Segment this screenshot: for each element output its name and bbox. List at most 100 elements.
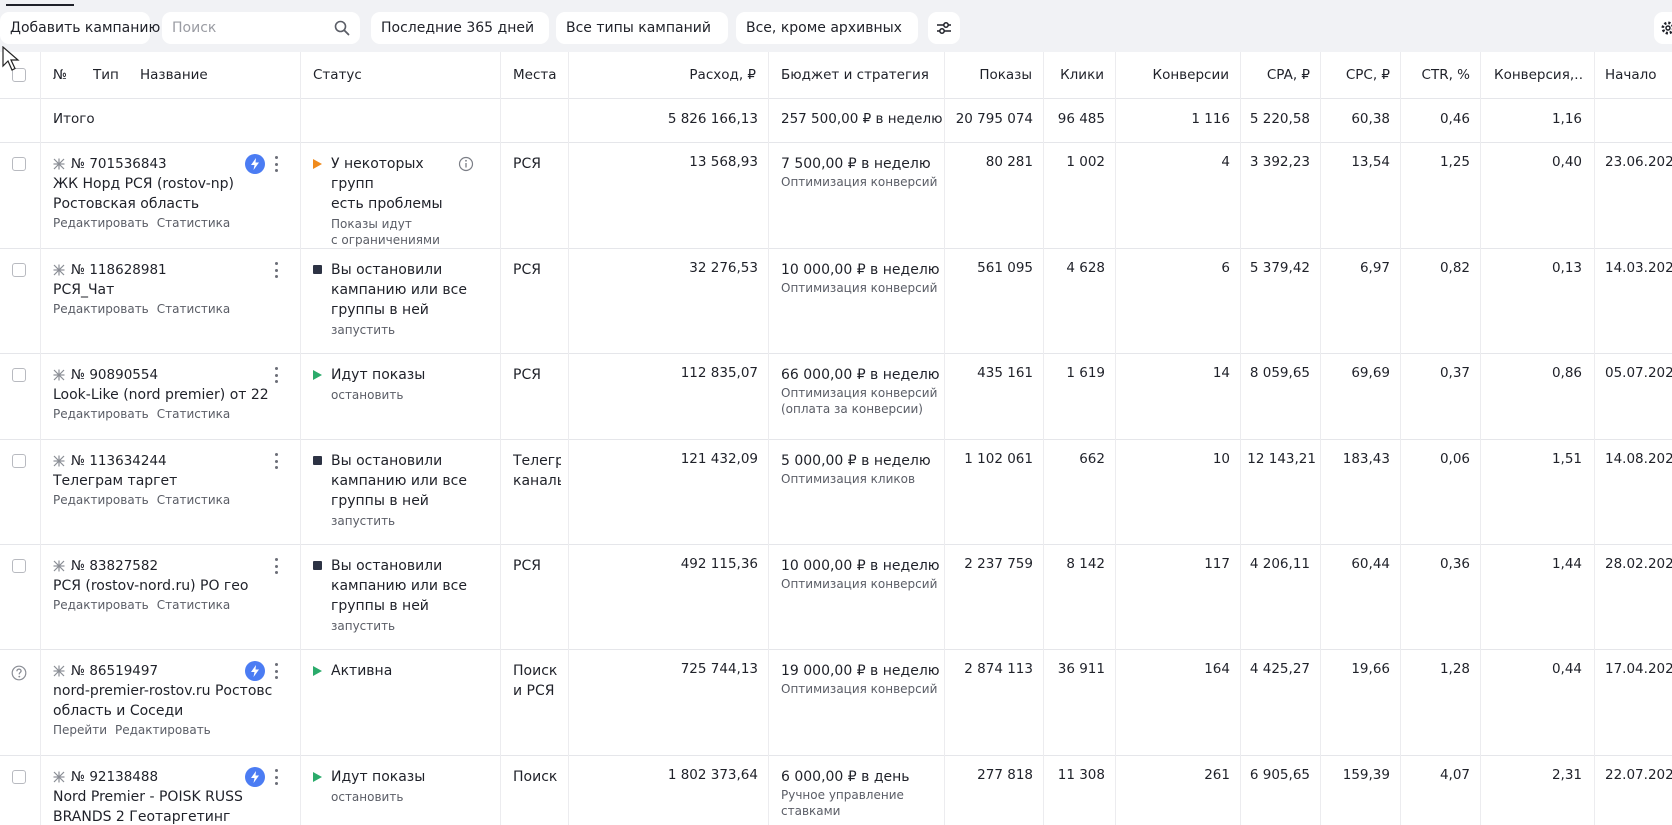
row-checkbox[interactable] bbox=[12, 157, 26, 171]
table-row[interactable]: № 701536843 ЖК Норд РСЯ (rostov-np) Рост… bbox=[0, 142, 1672, 249]
budget-cell[interactable]: 6 000,00 ₽ в день Ручное управление став… bbox=[781, 755, 946, 825]
more-options-icon[interactable] bbox=[274, 769, 278, 785]
statistics-link[interactable]: Статистика bbox=[156, 407, 231, 421]
start-link[interactable]: запустить bbox=[331, 514, 396, 528]
more-options-icon[interactable] bbox=[274, 663, 278, 679]
add-campaign-button[interactable]: Добавить кампанию bbox=[0, 12, 160, 44]
budget-cell[interactable]: 10 000,00 ₽ в неделю Оптимизация конверс… bbox=[781, 544, 946, 592]
help-icon[interactable] bbox=[11, 665, 27, 681]
totals-spend: 5 826 166,13 bbox=[667, 111, 758, 127]
campaign-title-line[interactable]: Ростовская область bbox=[53, 196, 200, 212]
select-all-cell bbox=[12, 52, 32, 98]
strategy-text: ставками bbox=[781, 804, 841, 818]
table-row[interactable]: № 90890554 Look-Like (nord premier) от 2… bbox=[0, 353, 1672, 440]
column-impressions[interactable]: Показы bbox=[979, 67, 1032, 83]
column-start[interactable]: Начало bbox=[1605, 67, 1657, 83]
conversion-rate-cell: 1,44 bbox=[1551, 556, 1582, 572]
campaign-title-line[interactable]: BRANDS 2 Геотаргетинг bbox=[53, 809, 231, 825]
start-date-cell: 28.02.2023 bbox=[1605, 556, 1672, 572]
start-date-cell: 14.03.2025 bbox=[1605, 260, 1672, 276]
column-status[interactable]: Статус bbox=[313, 67, 362, 83]
column-cpc[interactable]: CPC, ₽ bbox=[1345, 67, 1390, 83]
campaign-title-line[interactable]: Look-Like (nord premier) от 22.02 bbox=[53, 387, 268, 403]
archive-filter-dropdown[interactable]: Все, кроме архивных bbox=[736, 12, 918, 44]
column-cpa[interactable]: CPA, ₽ bbox=[1266, 67, 1310, 83]
budget-cell[interactable]: 19 000,00 ₽ в неделю Оптимизация конверс… bbox=[781, 649, 946, 697]
period-dropdown[interactable]: Последние 365 дней bbox=[371, 12, 549, 44]
statistics-link[interactable]: Статистика bbox=[156, 598, 231, 612]
table-row[interactable]: № 83827582 РСЯ (rostov-nord.ru) РО гео Р… bbox=[0, 544, 1672, 650]
status-cell: Активна bbox=[313, 649, 478, 681]
statistics-link[interactable]: Статистика bbox=[156, 493, 231, 507]
lightning-icon[interactable] bbox=[245, 661, 265, 681]
more-options-icon[interactable] bbox=[274, 453, 278, 469]
campaign-title-line[interactable]: область и Соседи bbox=[53, 703, 184, 719]
statistics-link[interactable]: Статистика bbox=[156, 302, 231, 316]
start-link[interactable]: запустить bbox=[331, 619, 396, 633]
column-budget[interactable]: Бюджет и стратегия bbox=[781, 67, 929, 83]
statistics-link[interactable]: Статистика bbox=[156, 216, 231, 230]
table-row[interactable]: № 86519497 nord-premier-rostov.ru Ростов… bbox=[0, 649, 1672, 756]
more-options-icon[interactable] bbox=[274, 558, 278, 574]
totals-clicks: 96 485 bbox=[1057, 111, 1105, 127]
column-places[interactable]: Места bbox=[513, 67, 557, 83]
filter-settings-button[interactable] bbox=[928, 12, 960, 44]
campaign-title-line[interactable]: РСЯ_Чат bbox=[53, 282, 115, 298]
edit-link[interactable]: Редактировать bbox=[53, 302, 149, 316]
campaign-title-line[interactable]: РСЯ (rostov-nord.ru) РО гео bbox=[53, 578, 249, 594]
edit-link[interactable]: Редактировать bbox=[115, 723, 211, 737]
campaign-title-line[interactable]: Nord Premier - POISK RUSSIA bbox=[53, 789, 243, 805]
campaign-info: № 90890554 Look-Like (nord premier) от 2… bbox=[53, 353, 268, 421]
stop-link[interactable]: остановить bbox=[331, 790, 404, 804]
column-ctr[interactable]: CTR, % bbox=[1421, 67, 1470, 83]
campaign-title-line[interactable]: ЖК Норд РСЯ (rostov-np) bbox=[53, 176, 234, 192]
lightning-icon[interactable] bbox=[245, 767, 265, 787]
conversion-rate-cell: 0,13 bbox=[1551, 260, 1582, 276]
conversion-rate-cell: 0,40 bbox=[1551, 154, 1582, 170]
conversion-rate-cell: 0,86 bbox=[1551, 365, 1582, 381]
go-to-link[interactable]: Перейти bbox=[53, 723, 107, 737]
row-checkbox[interactable] bbox=[12, 454, 26, 468]
budget-cell[interactable]: 7 500,00 ₽ в неделю Оптимизация конверси… bbox=[781, 142, 946, 190]
stop-link[interactable]: остановить bbox=[331, 388, 404, 402]
edit-link[interactable]: Редактировать bbox=[53, 216, 149, 230]
column-number[interactable]: № bbox=[53, 67, 68, 83]
table-row[interactable]: № 113634244 Телеграм таргет Редактироват… bbox=[0, 439, 1672, 545]
select-all-checkbox[interactable] bbox=[12, 68, 26, 82]
row-checkbox[interactable] bbox=[12, 368, 26, 382]
edit-link[interactable]: Редактировать bbox=[53, 493, 149, 507]
table-settings-button[interactable] bbox=[1654, 12, 1672, 44]
budget-cell[interactable]: 10 000,00 ₽ в неделю Оптимизация конверс… bbox=[781, 248, 946, 296]
column-name[interactable]: Название bbox=[140, 67, 208, 83]
more-options-icon[interactable] bbox=[274, 367, 278, 383]
campaign-info: № 113634244 Телеграм таргет Редактироват… bbox=[53, 439, 243, 507]
edit-link[interactable]: Редактировать bbox=[53, 407, 149, 421]
more-options-icon[interactable] bbox=[274, 262, 278, 278]
lightning-icon[interactable] bbox=[245, 154, 265, 174]
column-spend[interactable]: Расход, ₽ bbox=[689, 67, 756, 83]
column-conversions[interactable]: Конверсии bbox=[1152, 67, 1229, 83]
budget-cell[interactable]: 5 000,00 ₽ в неделю Оптимизация кликов bbox=[781, 439, 946, 487]
campaign-info: № 118628981 РСЯ_Чат Редактировать Статист… bbox=[53, 248, 243, 316]
search-input[interactable]: Поиск bbox=[162, 12, 360, 44]
table-row[interactable]: № 92138488 Nord Premier - POISK RUSSIA B… bbox=[0, 755, 1672, 825]
edit-link[interactable]: Редактировать bbox=[53, 598, 149, 612]
search-icon[interactable] bbox=[334, 20, 350, 36]
table-row[interactable]: № 118628981 РСЯ_Чат Редактировать Статист… bbox=[0, 248, 1672, 354]
info-icon[interactable] bbox=[458, 156, 474, 172]
campaign-types-dropdown[interactable]: Все типы кампаний bbox=[556, 12, 728, 44]
impressions-cell: 277 818 bbox=[977, 767, 1033, 783]
row-checkbox[interactable] bbox=[12, 559, 26, 573]
start-link[interactable]: запустить bbox=[331, 323, 396, 337]
column-conversion-rate[interactable]: Конверсия,… bbox=[1494, 67, 1584, 83]
more-options-icon[interactable] bbox=[274, 156, 278, 172]
column-type[interactable]: Тип bbox=[93, 67, 119, 83]
budget-cell[interactable]: 66 000,00 ₽ в неделю Оптимизация конверс… bbox=[781, 353, 946, 417]
campaign-title-line[interactable]: nord-premier-rostov.ru Ростовская bbox=[53, 683, 273, 699]
row-checkbox[interactable] bbox=[12, 263, 26, 277]
conversion-rate-cell: 1,51 bbox=[1551, 451, 1582, 467]
campaign-title-line[interactable]: Телеграм таргет bbox=[53, 473, 178, 489]
row-checkbox[interactable] bbox=[12, 770, 26, 784]
impressions-cell: 80 281 bbox=[985, 154, 1033, 170]
column-clicks[interactable]: Клики bbox=[1060, 67, 1104, 83]
